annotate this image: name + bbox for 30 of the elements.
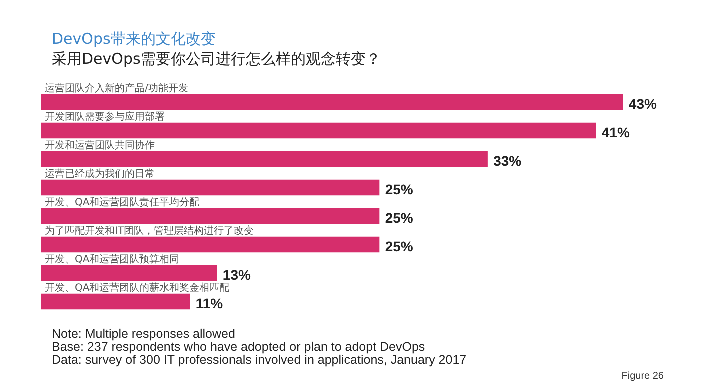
- data-label: 25%: [385, 210, 414, 226]
- data-label: 41%: [602, 124, 630, 141]
- data-label: 25%: [385, 182, 414, 198]
- y-tick-label: 开发、QA和运营团队责任平均分配: [45, 196, 200, 208]
- data-label: 13%: [222, 267, 252, 284]
- y-tick-label: 运营已经成为我们的日常: [45, 168, 155, 180]
- data-label: 11%: [196, 296, 224, 312]
- chart-subtitle: 采用DevOps需要你公司进行怎么样的观念转变？: [52, 50, 381, 69]
- text: Base: 237 respondents who have adopted or plan to adopt DevOps: [52, 340, 426, 354]
- data-label: 33%: [494, 153, 522, 170]
- data-label: 43%: [628, 96, 658, 112]
- bar: [41, 294, 190, 310]
- bar: [41, 122, 596, 139]
- chart-title: DevOps带来的文化改变: [52, 30, 216, 49]
- bar: [41, 94, 624, 110]
- bar: [41, 151, 488, 168]
- y-tick-label: 开发、QA和运营团队预算相同: [45, 253, 180, 266]
- text: Data: survey of 300 IT professionals involved in applications, January 2017: [52, 353, 467, 367]
- bar: [41, 208, 380, 224]
- bar: [41, 180, 380, 196]
- y-tick-label: 为了匹配开发和IT团队，管理层结构进行了改变: [45, 224, 254, 237]
- y-tick-label: 开发和运营团队共同协作: [45, 139, 155, 152]
- y-tick-label: 开发团队需要参与应用部署: [45, 110, 165, 123]
- bar: [41, 236, 380, 253]
- y-tick-label: 运营团队介入新的产品/功能开发: [45, 82, 188, 94]
- text: Note: Multiple responses allowed: [52, 327, 236, 341]
- caption: Figure 26: [622, 371, 664, 382]
- y-tick-label: 开发、QA和运营团队的薪水和奖金相匹配: [45, 282, 230, 294]
- data-label: 25%: [385, 238, 414, 255]
- bar: [41, 265, 218, 282]
